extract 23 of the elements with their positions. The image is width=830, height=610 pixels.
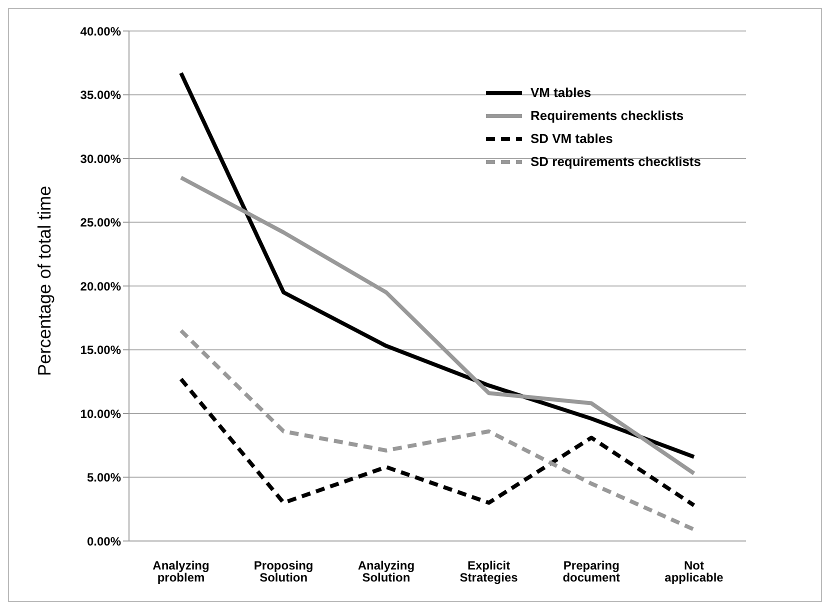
y-tick-label: 30.00% [80, 152, 122, 166]
y-tick-label: 5.00% [86, 470, 122, 485]
legend-label: Requirements checklists [530, 108, 684, 123]
y-tick-label: 40.00% [80, 24, 122, 38]
y-tick-label: 10.00% [80, 406, 122, 421]
legend-label: SD VM tables [530, 131, 613, 146]
legend-label: SD requirements checklists [530, 154, 701, 169]
line-series [179, 176, 696, 476]
x-tick-label: Preparing document [562, 558, 620, 585]
y-axis-title: Percentage of total time [34, 186, 54, 376]
x-tick-label: Not applicable [664, 558, 724, 585]
x-tick-label: Explicit Strategies [460, 558, 518, 585]
x-tick-label: Analyzing problem [152, 558, 210, 585]
y-tick-label: 0.00% [86, 534, 122, 548]
y-tick-label: 35.00% [80, 88, 122, 102]
y-tick-label: 25.00% [80, 216, 122, 230]
y-tick-label: 20.00% [80, 279, 122, 294]
x-tick-label: Analyzing Solution [358, 558, 415, 585]
line-series [179, 377, 696, 508]
line-series [179, 328, 696, 532]
x-tick-label: Proposing Solution [254, 558, 314, 585]
y-tick-label: 15.00% [80, 343, 122, 358]
legend-label: VM tables [530, 85, 592, 100]
